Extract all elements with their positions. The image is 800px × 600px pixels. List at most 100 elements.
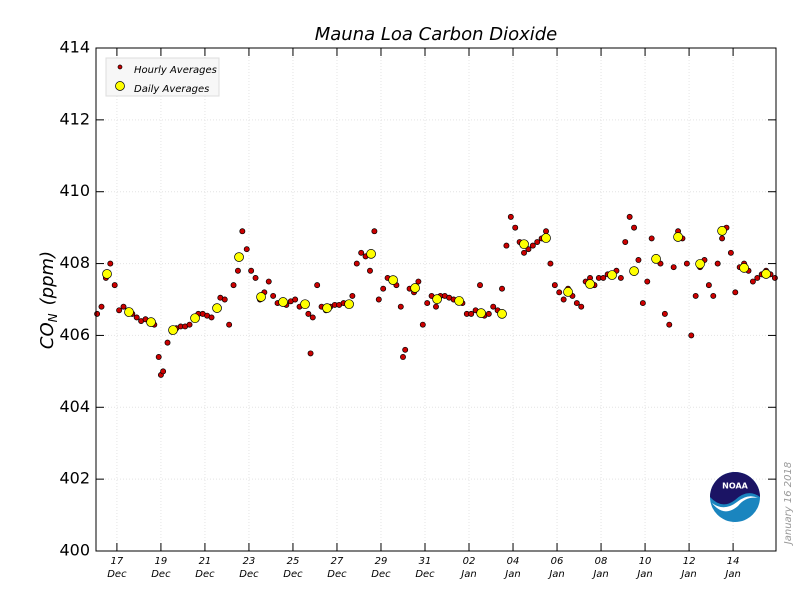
data-point xyxy=(190,313,200,324)
x-tick-label: 06 xyxy=(551,556,564,567)
legend-marker xyxy=(117,64,123,70)
x-tick-label: 12 xyxy=(683,556,696,567)
data-point xyxy=(490,303,497,310)
data-point xyxy=(547,260,554,267)
data-point xyxy=(661,310,668,317)
legend-label: Hourly Averages xyxy=(134,65,217,76)
data-point xyxy=(160,368,167,375)
data-point xyxy=(270,292,277,299)
x-tick-month: Jan xyxy=(547,569,564,580)
x-tick-month: Dec xyxy=(151,569,171,580)
data-point xyxy=(226,321,233,328)
data-point xyxy=(344,299,354,310)
data-point xyxy=(397,303,404,310)
data-point xyxy=(497,309,507,319)
x-tick-month: Jan xyxy=(459,569,476,580)
data-point xyxy=(683,260,690,267)
data-point xyxy=(221,296,228,303)
data-point xyxy=(367,267,373,274)
data-point xyxy=(710,292,717,299)
y-tick-label: 412 xyxy=(59,109,90,128)
data-point xyxy=(433,303,439,310)
data-point xyxy=(543,228,549,235)
x-tick-label: 14 xyxy=(727,556,740,567)
logo-top xyxy=(710,472,760,505)
data-point xyxy=(107,260,114,267)
data-point xyxy=(556,289,563,296)
x-tick-month: Jan xyxy=(503,569,520,580)
y-label-unit: (ppm) xyxy=(37,251,58,305)
legend-marker xyxy=(115,81,125,91)
data-point xyxy=(353,260,360,267)
data-point xyxy=(754,274,761,281)
y-tick-label: 400 xyxy=(59,541,90,560)
data-point xyxy=(629,266,639,276)
data-point xyxy=(648,235,655,242)
data-point xyxy=(292,296,299,303)
data-point xyxy=(695,259,705,269)
data-point xyxy=(208,314,215,321)
logo-text: NOAA xyxy=(722,482,748,491)
data-point xyxy=(375,296,382,303)
data-point xyxy=(380,285,387,292)
x-tick-month: Dec xyxy=(371,569,391,580)
data-point xyxy=(146,317,156,327)
data-point xyxy=(761,269,771,279)
data-point xyxy=(419,321,426,328)
data-point xyxy=(717,226,727,236)
y-tick-label: 408 xyxy=(59,253,90,272)
data-point xyxy=(424,300,431,307)
data-point xyxy=(164,339,171,346)
data-point xyxy=(573,300,580,307)
data-point xyxy=(300,299,310,310)
data-point xyxy=(265,278,272,285)
data-point xyxy=(307,350,314,357)
x-tick-label: 21 xyxy=(199,556,212,567)
y-tick-label: 404 xyxy=(59,397,90,416)
data-point xyxy=(239,228,246,235)
data-point xyxy=(622,239,629,245)
data-point xyxy=(541,233,551,243)
data-point xyxy=(600,274,607,281)
y-label-base: CO xyxy=(37,322,58,349)
data-point xyxy=(563,287,573,297)
data-point xyxy=(626,213,633,220)
y-tick-label: 402 xyxy=(59,469,90,488)
data-point xyxy=(230,282,237,289)
data-point xyxy=(402,346,409,353)
x-tick-month: Jan xyxy=(591,569,608,580)
y-tick-label: 414 xyxy=(59,38,90,57)
data-point xyxy=(366,249,376,259)
data-point xyxy=(485,310,492,317)
x-tick-month: Dec xyxy=(415,569,435,580)
logo-swoosh xyxy=(712,496,758,512)
data-point xyxy=(727,249,734,256)
data-point xyxy=(534,239,541,245)
data-point xyxy=(212,303,222,313)
x-tick-month: Dec xyxy=(283,569,303,580)
data-point xyxy=(124,307,134,317)
x-tick-label: 08 xyxy=(595,556,608,567)
data-point xyxy=(252,274,259,281)
data-point xyxy=(585,279,595,289)
data-point xyxy=(120,303,127,310)
data-point xyxy=(256,292,266,302)
chart-title: Mauna Loa Carbon Dioxide xyxy=(315,24,558,45)
plot-frame xyxy=(95,47,777,552)
data-point xyxy=(651,254,661,264)
data-point xyxy=(688,332,695,339)
noaa-logo: NOAA xyxy=(710,472,760,522)
date-annotation: January 16 2018 xyxy=(783,462,794,546)
data-point xyxy=(234,267,241,274)
data-point xyxy=(692,292,699,299)
y-label-sub: N xyxy=(46,313,60,322)
data-point xyxy=(503,242,510,249)
data-point xyxy=(358,249,365,256)
data-point xyxy=(388,275,398,285)
data-point xyxy=(639,300,646,307)
x-tick-label: 19 xyxy=(155,556,168,567)
x-tick-label: 10 xyxy=(639,556,652,567)
y-tick-label: 406 xyxy=(59,325,90,344)
